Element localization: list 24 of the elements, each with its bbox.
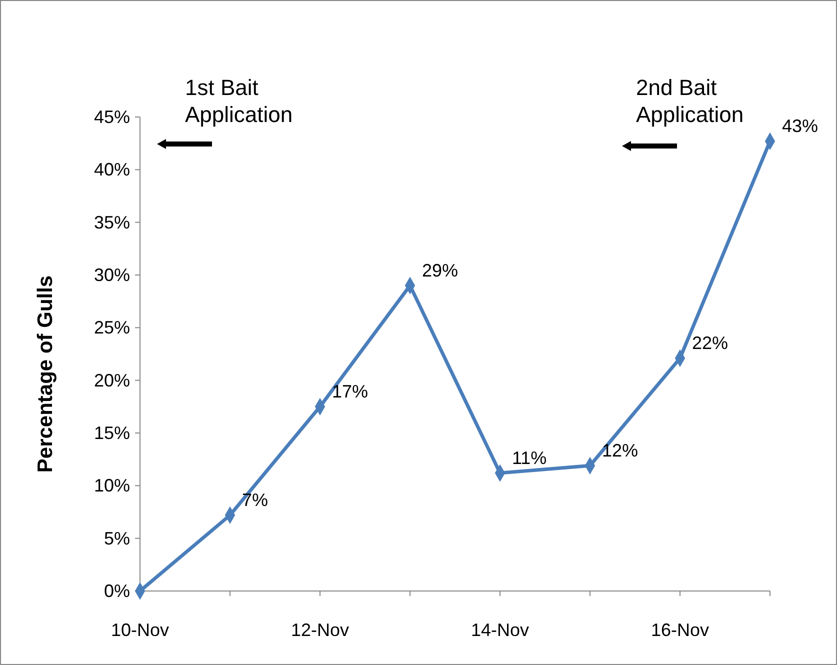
y-tick-label: 0% (104, 581, 130, 601)
data-label: 12% (602, 440, 638, 461)
annotation: 1st Bait Application (185, 75, 293, 127)
x-tick-label: 10-Nov (110, 620, 170, 640)
annotation: 2nd Bait Application (636, 75, 744, 127)
y-axis-title: Percentage of Gulls (34, 275, 57, 473)
y-tick-label: 15% (94, 423, 130, 443)
y-tick-label: 35% (94, 212, 130, 232)
y-tick-label: 30% (94, 265, 130, 285)
x-tick-label: 16-Nov (650, 620, 710, 640)
y-tick-label: 25% (94, 318, 130, 338)
data-label: 43% (782, 116, 818, 136)
data-label: 29% (422, 260, 458, 281)
data-label: 22% (692, 333, 728, 354)
y-tick-label: 45% (94, 107, 130, 127)
y-tick-label: 10% (94, 476, 130, 496)
y-tick-label: 40% (94, 160, 130, 180)
x-tick-label: 12-Nov (290, 620, 350, 640)
data-label: 7% (242, 490, 268, 510)
y-tick-label: 5% (104, 528, 130, 548)
y-tick-label: 20% (94, 370, 130, 390)
x-tick-label: 14-Nov (470, 620, 530, 640)
data-label: 11% (512, 448, 547, 468)
data-label: 17% (332, 382, 368, 402)
